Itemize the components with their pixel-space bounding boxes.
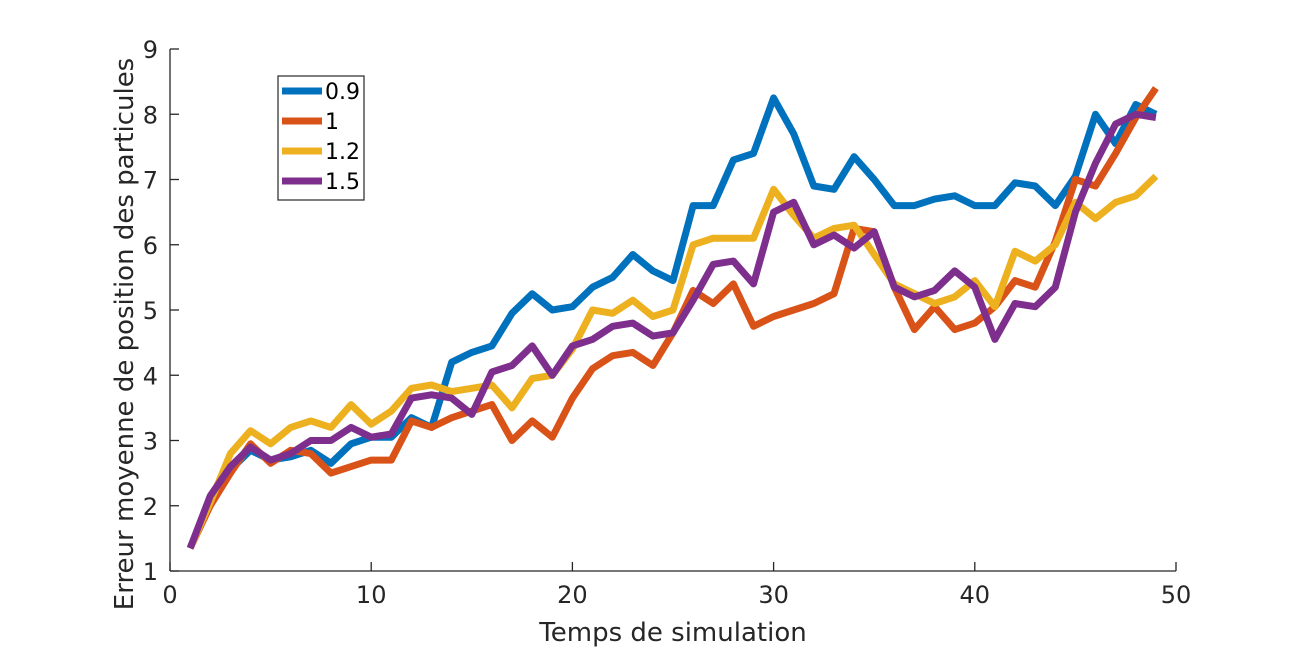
y-tick-label: 1: [143, 558, 158, 586]
legend-entry-label: 1.5: [325, 170, 360, 195]
series-line-1.2: [186, 173, 1159, 550]
y-tick-label: 6: [143, 232, 158, 260]
legend-entry-label: 1: [325, 110, 339, 135]
x-tick-label: 30: [758, 581, 789, 609]
y-tick-label: 7: [143, 167, 158, 195]
x-tick-label: 10: [356, 581, 387, 609]
y-tick-label: 2: [143, 493, 158, 521]
legend-entry-label: 1.2: [325, 140, 360, 165]
x-tick-label: 20: [557, 581, 588, 609]
y-tick-label: 4: [143, 362, 158, 390]
series-line-1.5: [186, 110, 1157, 550]
legend-entry-label: 0.9: [325, 80, 360, 105]
y-tick-label: 5: [143, 297, 158, 325]
y-axis-label: Erreur moyenne de position des particule…: [110, 58, 140, 610]
y-tick-label: 8: [143, 101, 158, 129]
y-tick-label: 9: [143, 36, 158, 64]
legend: 0.9 1 1.2 1.5: [277, 75, 365, 201]
x-axis-label: Temps de simulation: [538, 618, 806, 648]
y-tick-label: 3: [143, 428, 158, 456]
axes: 0 10 20 30 40 50 1 2 3 4 5 6 7 8 9: [143, 36, 1192, 609]
x-tick-label: 0: [162, 581, 177, 609]
series-line-0.9: [186, 94, 1158, 550]
x-tick-label: 40: [960, 581, 991, 609]
series-lines: [186, 86, 1159, 550]
x-tick-label: 50: [1161, 581, 1192, 609]
